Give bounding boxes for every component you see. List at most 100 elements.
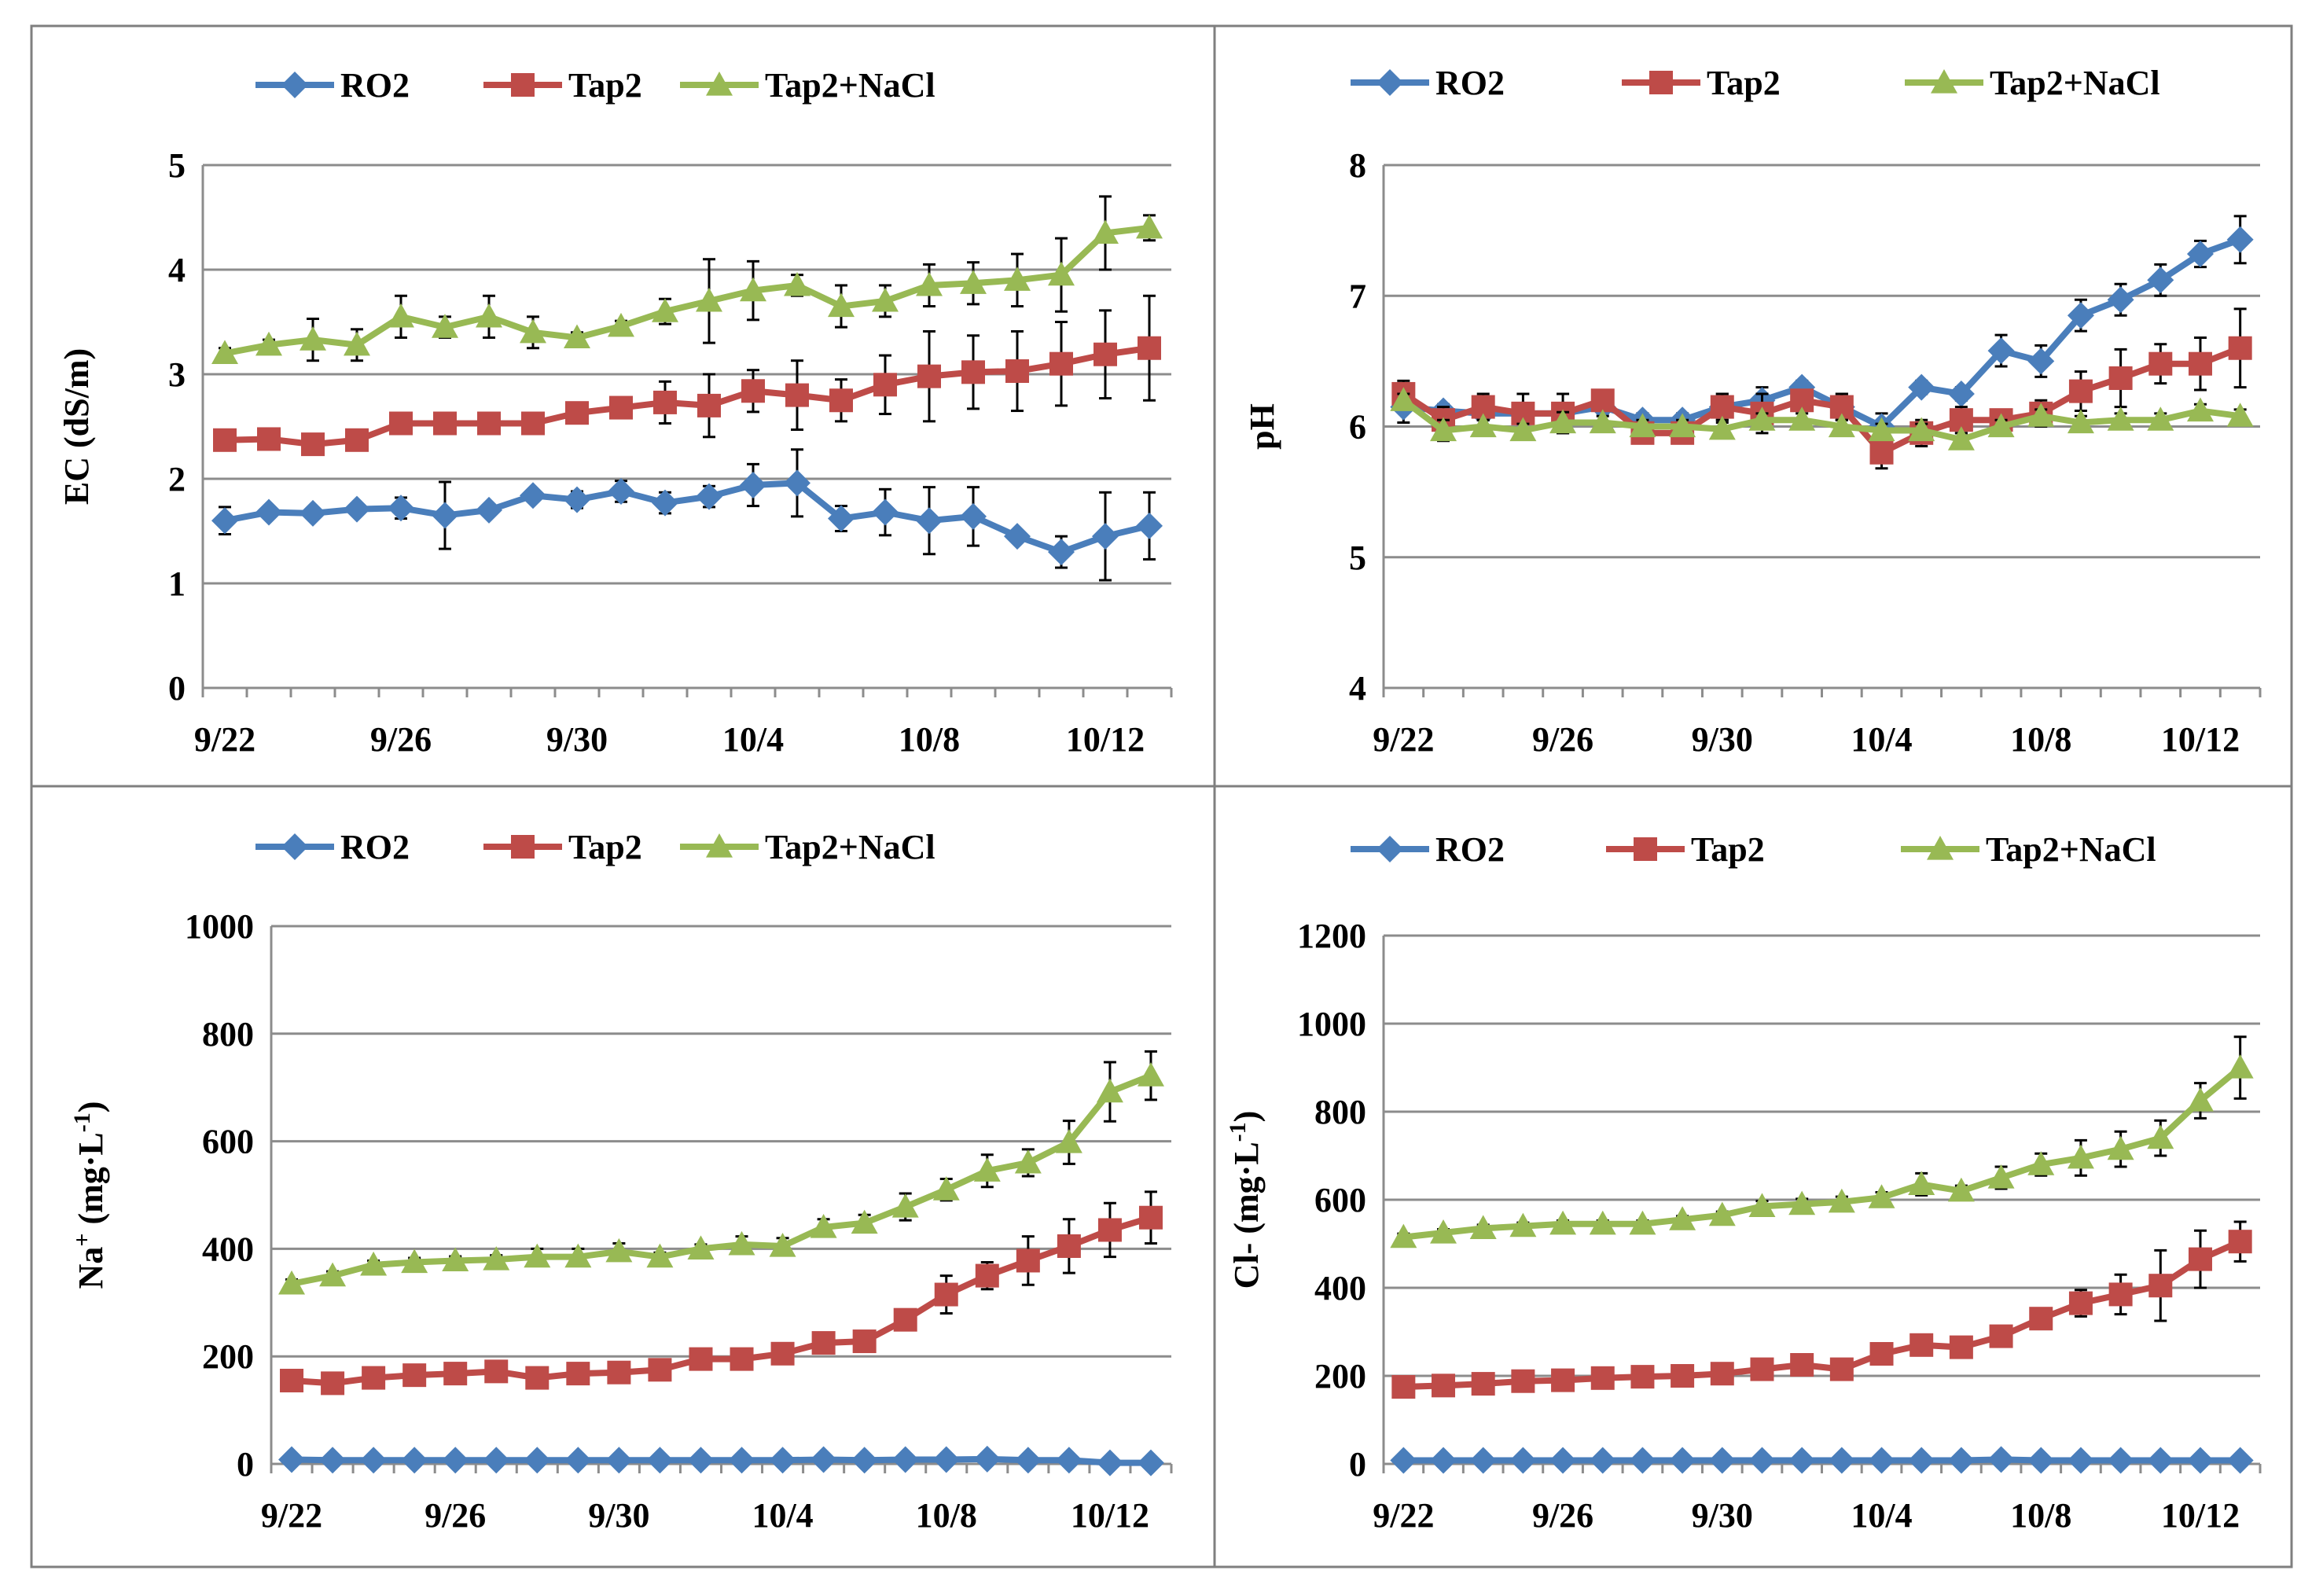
data-point [973,1157,1001,1182]
data-point [2188,1247,2212,1271]
data-point [1430,417,1457,442]
data-point [1096,1078,1123,1103]
data-point [1136,214,1163,239]
data-point [1549,1447,1577,1474]
y-tick-label: 400 [202,1230,254,1268]
legend-label: RO2 [340,828,410,866]
data-point [2027,1447,2055,1474]
x-tick-label: 9/30 [1692,1496,1753,1535]
data-point [255,331,282,356]
data-point [1869,1342,1894,1366]
data-point [696,287,722,312]
data-point [2029,1307,2053,1331]
data-point [652,298,678,322]
data-point [2107,286,2134,314]
legend-label: Tap2+NaCl [1986,830,2156,869]
data-point [1908,373,1935,401]
data-point [476,496,502,524]
y-tick-label: 7 [1349,277,1366,315]
data-point [893,1307,917,1332]
data-point [564,1447,592,1474]
legend-entry: Tap2 [1622,64,1781,102]
legend-marker [1377,69,1403,96]
data-point [1908,417,1935,442]
data-point [1989,1324,2013,1348]
data-point [697,393,721,417]
data-point [564,324,590,349]
data-point [2148,351,2173,376]
data-point [476,303,502,328]
data-point [344,495,370,523]
data-point [872,498,899,526]
x-tick-label: 10/12 [2161,1496,2240,1535]
x-tick-label: 9/22 [1373,720,1434,759]
legend-label: RO2 [1435,64,1505,102]
data-point [1829,1357,1854,1381]
data-point [961,360,985,384]
data-point [1947,380,1975,407]
data-point [648,1358,672,1382]
data-point [728,1230,755,1256]
data-point [689,1347,713,1371]
data-point [2147,1447,2174,1474]
series-line [224,224,1150,357]
data-point [687,1235,715,1260]
chart-4: 0 200 400 600 800 1000 1200 9/22 9/26 9/30 10/4 10/… [1225,830,2262,1535]
data-point [1987,1164,2015,1189]
data-point [1828,1188,1855,1213]
data-point [477,411,501,436]
data-point [2108,1282,2133,1307]
data-point [1092,219,1119,245]
data-point [1471,1372,1495,1396]
data-point [520,482,546,509]
data-point [2186,1447,2214,1474]
data-point [483,1246,510,1271]
data-point [1788,1190,1816,1215]
legend-marker [1649,71,1673,94]
data-point [770,1341,795,1366]
data-point [1629,413,1656,438]
data-point [362,1366,386,1390]
y-tick-label: 400 [1314,1269,1366,1307]
data-point [1137,1449,1164,1476]
series-line [291,1072,1152,1287]
legend-entry: RO2 [255,828,410,866]
series-line [291,1214,1152,1387]
data-point [2067,1144,2094,1169]
data-point [2107,1135,2134,1160]
data-point [607,1360,631,1385]
data-point [1136,512,1163,539]
data-point [1947,426,1975,450]
legend-entry: RO2 [1351,830,1505,869]
data-point [566,1362,590,1386]
data-point [433,411,457,436]
data-point [2027,348,2055,375]
series-line [224,480,1150,556]
data-point [1708,1447,1736,1474]
data-point [360,1447,388,1474]
data-point [1949,1335,1973,1359]
data-point [1138,1205,1163,1230]
data-point [2027,403,2055,427]
data-point [851,1209,878,1234]
data-point [1908,1447,1935,1474]
legend-label: Tap2 [1707,64,1781,102]
data-point [524,1243,551,1268]
y-tick-label: 5 [168,146,186,185]
data-point [1868,417,1895,442]
data-point [769,1447,796,1474]
data-point [344,331,370,356]
data-point [2186,397,2214,422]
y-tick-label: 200 [202,1337,254,1376]
data-point [1909,1333,1934,1357]
series-ro2 [278,1445,1164,1476]
data-point [696,483,722,510]
x-tick-label: 10/8 [899,720,960,759]
data-point [785,383,809,407]
data-point [740,471,766,498]
chart-3: 0 200 400 600 800 1000 9/22 9/26 9/30 10/4 10/8 10/… [69,828,1173,1535]
data-point [1469,413,1497,438]
legend-entry: Tap2+NaCl [680,66,935,105]
legend-entry: Tap2 [483,66,642,105]
data-point [1748,406,1776,431]
